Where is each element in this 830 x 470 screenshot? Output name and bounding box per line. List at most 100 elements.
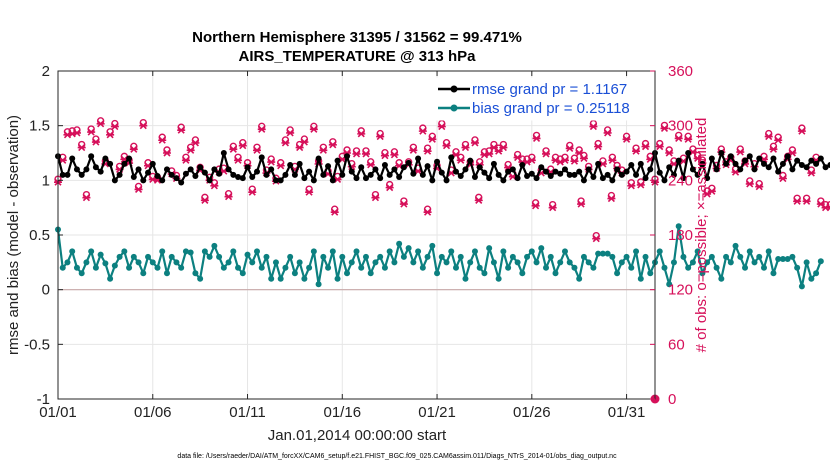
obs-assimilated-marker-27 bbox=[181, 156, 190, 164]
bias-point-43 bbox=[258, 264, 265, 271]
rmse-point-12 bbox=[111, 177, 118, 184]
bias-point-3 bbox=[69, 248, 76, 255]
rmse-point-13 bbox=[116, 171, 123, 178]
x-tick-label-5: 01/26 bbox=[513, 404, 551, 421]
rmse-point-70 bbox=[386, 171, 393, 178]
bias-point-115 bbox=[599, 250, 606, 257]
bias-point-46 bbox=[272, 259, 279, 266]
obs-assimilated-marker-138 bbox=[707, 187, 716, 195]
obs-assimilated-marker-158 bbox=[802, 197, 811, 205]
rmse-point-137 bbox=[704, 175, 711, 182]
obs-assimilated-marker-12 bbox=[110, 123, 119, 131]
bias-point-148 bbox=[756, 253, 763, 260]
bias-point-160 bbox=[813, 270, 820, 277]
obs-assimilated-marker-67 bbox=[371, 194, 380, 202]
bias-point-129 bbox=[666, 281, 673, 288]
rmse-point-106 bbox=[557, 170, 564, 177]
obs-assimilated-marker-38 bbox=[234, 156, 243, 164]
y-tick-label-left-3: 0.5 bbox=[29, 227, 50, 244]
obs-assimilated-marker-low-1 bbox=[423, 208, 432, 216]
rmse-point-25 bbox=[173, 175, 180, 182]
rmse-point-53 bbox=[306, 168, 313, 175]
bias-point-67 bbox=[372, 259, 379, 266]
rmse-point-122 bbox=[633, 171, 640, 178]
obs-assimilated-marker-37 bbox=[229, 145, 238, 153]
bias-point-64 bbox=[358, 264, 365, 271]
rmse-point-153 bbox=[779, 160, 786, 167]
obs-assimilated-marker-17 bbox=[134, 185, 143, 194]
bias-point-27 bbox=[182, 248, 189, 255]
obs-assimilated-marker-157 bbox=[797, 127, 806, 135]
rmse-point-154 bbox=[784, 153, 791, 160]
bias-point-2 bbox=[64, 259, 71, 266]
bias-point-29 bbox=[192, 270, 199, 277]
bias-point-54 bbox=[310, 248, 317, 255]
rmse-point-120 bbox=[623, 168, 630, 175]
bias-point-110 bbox=[576, 275, 583, 282]
obs-assimilated-marker-11 bbox=[106, 131, 115, 139]
rmse-point-40 bbox=[244, 164, 251, 171]
bias-point-119 bbox=[618, 259, 625, 266]
rmse-point-85 bbox=[457, 172, 464, 179]
axis-ticks bbox=[57, 70, 655, 400]
rmse-point-46 bbox=[272, 177, 279, 184]
rmse-point-86 bbox=[462, 166, 469, 173]
bias-point-51 bbox=[296, 259, 303, 266]
rmse-point-49 bbox=[287, 162, 294, 169]
rmse-point-135 bbox=[694, 171, 701, 178]
bias-point-86 bbox=[462, 275, 469, 282]
rmse-point-96 bbox=[509, 166, 516, 173]
bias-point-138 bbox=[708, 253, 715, 260]
obs-assimilated-marker-28 bbox=[186, 146, 195, 154]
obs-assimilated-marker-31 bbox=[200, 196, 209, 204]
rmse-point-62 bbox=[348, 168, 355, 175]
rmse-point-45 bbox=[268, 166, 275, 173]
rmse-point-92 bbox=[490, 160, 497, 167]
bias-point-25 bbox=[173, 259, 180, 266]
rmse-point-29 bbox=[192, 172, 199, 179]
rmse-point-140 bbox=[718, 150, 725, 156]
rmse-point-161 bbox=[817, 155, 824, 162]
rmse-point-17 bbox=[135, 166, 142, 173]
rmse-point-52 bbox=[301, 175, 308, 182]
rmse-point-14 bbox=[121, 160, 128, 167]
rmse-point-26 bbox=[178, 179, 185, 186]
bias-point-111 bbox=[580, 253, 587, 260]
rmse-point-107 bbox=[561, 166, 568, 173]
bias-point-90 bbox=[481, 270, 488, 277]
obs-assimilated-marker-66 bbox=[366, 161, 375, 169]
bias-point-154 bbox=[784, 256, 791, 263]
obs-assimilated-marker-77 bbox=[418, 127, 427, 135]
obs-assimilated-marker-133 bbox=[684, 135, 693, 143]
rmse-point-57 bbox=[325, 163, 332, 170]
bias-point-152 bbox=[775, 256, 782, 263]
bias-point-139 bbox=[713, 264, 720, 271]
obs-assimilated-marker-65 bbox=[361, 150, 370, 158]
rmse-point-11 bbox=[107, 160, 114, 167]
bias-point-60 bbox=[339, 253, 346, 260]
obs-assimilated-marker-45 bbox=[267, 158, 276, 166]
bias-point-69 bbox=[381, 264, 388, 271]
bias-point-7 bbox=[88, 248, 95, 255]
y-axis-label-right: # of obs: o=possible; ×=assimilated bbox=[693, 118, 710, 353]
rmse-point-74 bbox=[405, 159, 412, 166]
y-tick-label-left-1: -0.5 bbox=[24, 336, 50, 353]
bias-point-9 bbox=[97, 251, 104, 258]
rmse-point-20 bbox=[149, 160, 156, 167]
rmse-point-104 bbox=[547, 172, 554, 179]
rmse-point-34 bbox=[216, 170, 223, 177]
bias-point-82 bbox=[443, 259, 450, 266]
rmse-point-38 bbox=[235, 174, 242, 181]
obs-assimilated-marker-150 bbox=[764, 133, 773, 141]
rmse-point-73 bbox=[400, 164, 407, 171]
bias-point-47 bbox=[277, 275, 284, 282]
rmse-point-15 bbox=[126, 155, 133, 162]
rmse-point-78 bbox=[424, 163, 431, 170]
rmse-point-128 bbox=[661, 177, 668, 184]
bias-point-116 bbox=[604, 250, 611, 257]
rmse-point-146 bbox=[746, 153, 753, 160]
bias-point-34 bbox=[216, 253, 223, 260]
bias-point-105 bbox=[552, 270, 559, 277]
bias-point-108 bbox=[566, 259, 573, 266]
bias-point-106 bbox=[557, 259, 564, 266]
